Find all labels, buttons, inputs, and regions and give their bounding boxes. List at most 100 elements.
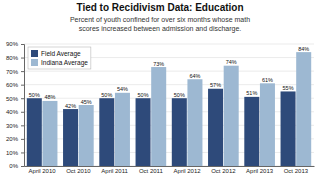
data-label: 64% xyxy=(189,73,200,79)
y-tick-label: 10% xyxy=(6,150,19,156)
data-label: 51% xyxy=(246,90,257,96)
bar xyxy=(115,93,130,166)
y-tick: 30% xyxy=(6,123,24,129)
x-tick: April 2012 xyxy=(174,166,202,174)
data-label: 50% xyxy=(174,92,185,98)
data-label: 50% xyxy=(101,92,112,98)
legend-box xyxy=(28,47,91,69)
bar xyxy=(187,79,202,166)
x-tick-label: April 2011 xyxy=(101,168,128,174)
y-tick: 10% xyxy=(6,150,24,156)
y-tick: 70% xyxy=(6,69,24,75)
data-label: 57% xyxy=(210,82,221,88)
y-tick: 0% xyxy=(9,163,24,169)
x-tick-label: Oct 2011 xyxy=(139,168,164,174)
y-axis-line xyxy=(21,45,25,167)
y-tick-mark xyxy=(21,44,24,45)
bar xyxy=(224,66,239,166)
y-tick: 60% xyxy=(6,82,24,88)
y-tick-label: 60% xyxy=(6,82,19,88)
legend-label: Indiana Average xyxy=(41,59,88,67)
x-tick: April 2013 xyxy=(246,166,274,174)
data-label: 50% xyxy=(29,92,40,98)
bar xyxy=(27,98,42,166)
data-label: 50% xyxy=(138,92,149,98)
title: Tied to Recidivism Data: Education xyxy=(76,2,243,13)
grid xyxy=(24,44,314,166)
y-tick-label: 20% xyxy=(6,136,19,142)
bar xyxy=(42,101,57,166)
data-labels: 50% 42% 50% 50% 50% 57% 51% 55% 48% 45% 54% 73% 64% 7… xyxy=(29,46,310,109)
x-tick: Oct 2012 xyxy=(211,166,236,174)
data-label: 84% xyxy=(298,46,309,52)
y-tick-mark xyxy=(21,166,24,167)
y-tick-mark xyxy=(21,152,24,153)
x-tick: Oct 2010 xyxy=(66,166,91,174)
x-axis: April 2010 Oct 2010 April 2011 Oct 2011 Apri… xyxy=(25,166,315,174)
y-tick: 80% xyxy=(6,55,24,61)
bar xyxy=(99,98,114,166)
bar xyxy=(296,52,311,166)
y-axis: 0% 10% 20% 30% 40% 50% 60% 70% 80% 90% xyxy=(6,41,25,169)
legend-item: Indiana Average xyxy=(31,59,88,67)
subtitle-line: Percent of youth confined for over six m… xyxy=(70,16,250,24)
x-axis-line xyxy=(25,166,315,167)
bar xyxy=(172,98,187,166)
grid-line xyxy=(24,44,314,45)
y-tick-label: 50% xyxy=(6,96,19,102)
bar xyxy=(260,83,275,166)
y-tick-label: 90% xyxy=(6,41,19,47)
y-tick-mark xyxy=(21,112,24,113)
subtitle: Percent of youth confined for over six m… xyxy=(70,16,250,33)
legend-swatch xyxy=(31,50,38,57)
y-tick-mark xyxy=(21,125,24,126)
plot: 0% 10% 20% 30% 40% 50% 60% 70% 80% 90% April 2010 O… xyxy=(6,41,315,174)
bar xyxy=(281,91,296,166)
y-tick: 90% xyxy=(6,41,24,47)
y-tick: 20% xyxy=(6,136,24,142)
y-tick: 40% xyxy=(6,109,24,115)
y-tick-label: 30% xyxy=(6,123,19,129)
data-label: 74% xyxy=(226,59,237,65)
grid-line xyxy=(24,71,314,72)
x-tick-label: Oct 2012 xyxy=(211,168,236,174)
y-tick-label: 40% xyxy=(6,109,19,115)
y-tick-mark xyxy=(21,71,24,72)
bar xyxy=(79,105,94,166)
data-label: 61% xyxy=(262,77,273,83)
x-tick: Oct 2011 xyxy=(139,166,164,174)
y-tick-label: 70% xyxy=(6,69,19,75)
x-tick-label: Oct 2013 xyxy=(284,168,309,174)
legend-item: Field Average xyxy=(31,50,81,58)
y-tick: 50% xyxy=(6,96,24,102)
legend-swatch xyxy=(31,59,38,66)
y-tick-label: 80% xyxy=(6,55,19,61)
bar xyxy=(151,67,166,166)
data-label: 54% xyxy=(117,86,128,92)
y-tick-mark xyxy=(21,58,24,59)
x-tick: Oct 2013 xyxy=(284,166,309,174)
x-tick: April 2010 xyxy=(29,166,57,174)
data-label: 48% xyxy=(44,94,55,100)
bar xyxy=(208,89,223,166)
x-tick-label: April 2012 xyxy=(174,168,202,174)
x-tick-label: Oct 2010 xyxy=(66,168,91,174)
chart: Tied to Recidivism Data: Education Percen… xyxy=(0,0,320,180)
x-tick-label: April 2013 xyxy=(246,168,274,174)
data-label: 55% xyxy=(283,85,294,91)
legend: Field AverageIndiana Average xyxy=(28,47,91,69)
bar xyxy=(136,98,151,166)
subtitle-line: scores increased between admission and d… xyxy=(79,25,242,33)
x-tick: April 2011 xyxy=(101,166,128,174)
data-label: 42% xyxy=(65,103,76,109)
bar xyxy=(244,97,259,166)
y-tick-mark xyxy=(21,85,24,86)
y-tick-label: 0% xyxy=(9,163,18,169)
y-tick-mark xyxy=(21,98,24,99)
bar xyxy=(63,109,78,166)
legend-label: Field Average xyxy=(41,50,81,58)
data-label: 45% xyxy=(81,99,92,105)
x-tick-label: April 2010 xyxy=(29,168,57,174)
data-label: 73% xyxy=(153,61,164,67)
y-tick-mark xyxy=(21,139,24,140)
